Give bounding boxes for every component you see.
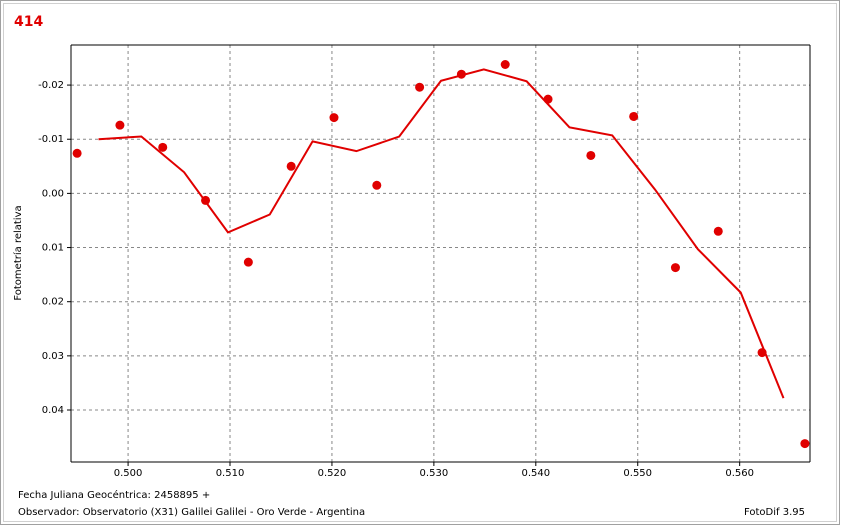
- fit-line: [98, 68, 785, 399]
- y-tick-label: -0.01: [38, 134, 64, 145]
- data-point: [415, 82, 425, 92]
- y-tick-label: 0.01: [42, 243, 64, 254]
- data-point: [243, 257, 253, 267]
- footer-version: FotoDif 3.95: [744, 507, 805, 518]
- x-tick-label: 0.500: [114, 468, 143, 479]
- data-point: [158, 142, 168, 152]
- chart-title: 414: [14, 14, 43, 30]
- data-point: [757, 348, 767, 358]
- data-point: [629, 111, 639, 121]
- footer-observer: Observador: Observatorio (X31) Galilei G…: [18, 507, 365, 518]
- footer-julian-date: Fecha Juliana Geocéntrica: 2458895 +: [18, 489, 210, 501]
- data-point: [500, 59, 510, 69]
- data-point: [286, 161, 296, 171]
- y-tick-label: 0.04: [42, 405, 64, 416]
- x-tick-label: 0.510: [216, 468, 245, 479]
- data-point: [372, 180, 382, 190]
- data-point: [201, 195, 211, 205]
- y-tick-label: -0.02: [38, 80, 64, 91]
- x-tick-label: 0.530: [420, 468, 449, 479]
- x-tick-label: 0.520: [318, 468, 347, 479]
- data-point: [586, 150, 596, 160]
- y-tick-label: 0.00: [42, 188, 64, 199]
- data-point: [800, 439, 810, 449]
- data-point: [456, 69, 466, 79]
- plot-area: [71, 45, 810, 462]
- data-point: [72, 148, 82, 158]
- x-tick-label: 0.540: [521, 468, 550, 479]
- data-point: [115, 120, 125, 130]
- data-point: [670, 263, 680, 273]
- y-tick-label: 0.03: [42, 351, 64, 362]
- data-point: [543, 94, 553, 104]
- y-axis-label: Fotometría relativa: [12, 205, 24, 300]
- y-tick-label: 0.02: [42, 297, 64, 308]
- data-point: [713, 226, 723, 236]
- x-tick-label: 0.560: [725, 468, 754, 479]
- x-tick-label: 0.550: [623, 468, 652, 479]
- data-point: [329, 113, 339, 123]
